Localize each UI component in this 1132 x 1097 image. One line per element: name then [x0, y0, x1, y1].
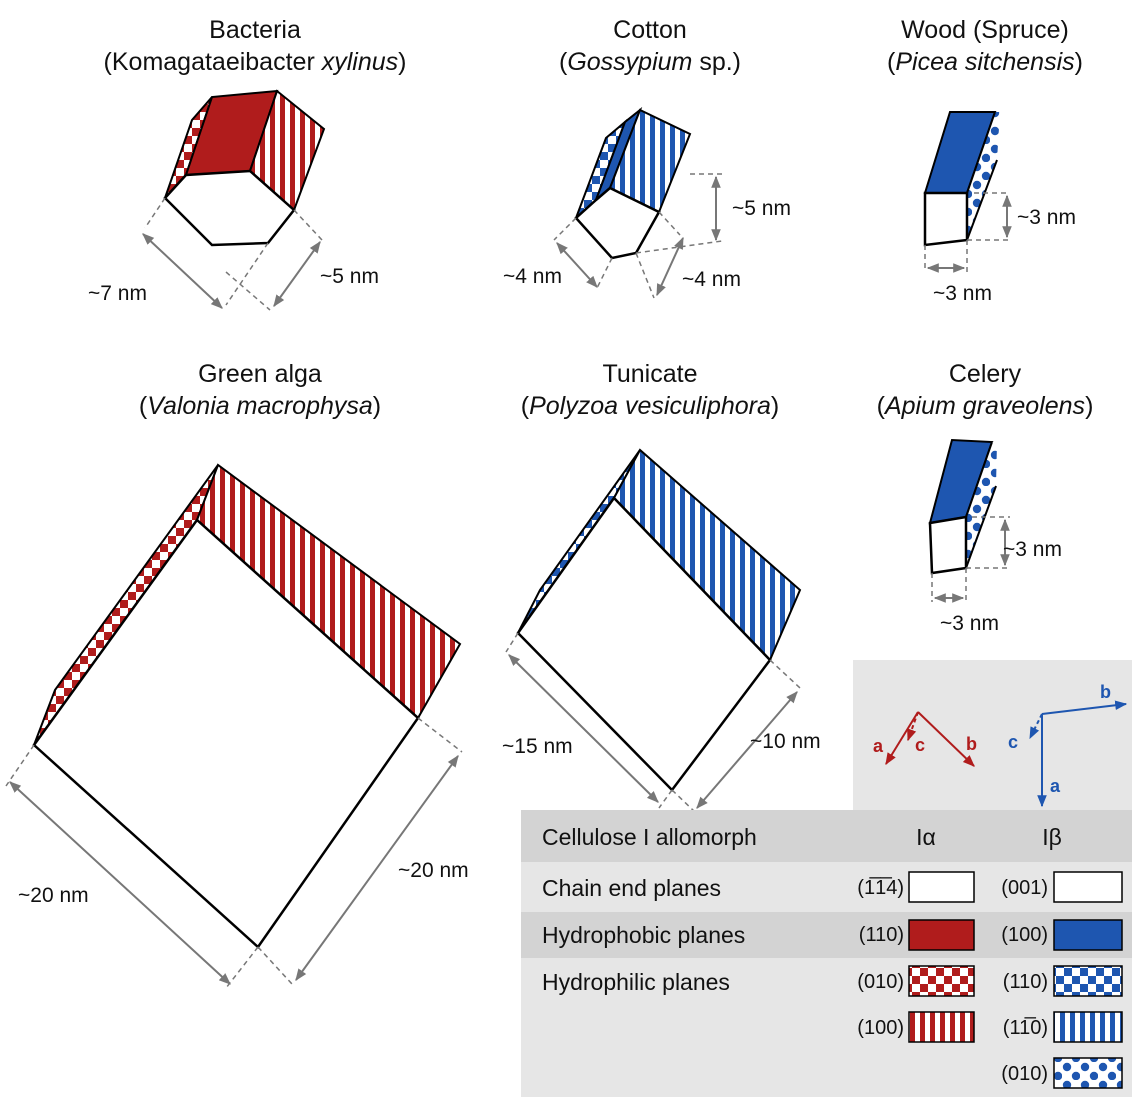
beta-axes: b c a: [1008, 682, 1128, 808]
alpha-axis-b: b: [966, 734, 977, 754]
legend-header-alpha: Iα: [916, 824, 936, 850]
cotton-name: Cotton: [613, 16, 687, 44]
legend-beta-hydrophilic-110-hkl: (110): [1003, 971, 1048, 993]
legend-alpha-hydrophilic-100-swatch: [908, 1011, 975, 1043]
legend-table: Cellulose I allomorph Iα Iβ Chain end pl…: [521, 810, 1132, 1097]
alga-name: Green alga: [198, 360, 322, 388]
wood-dim-height: ~3 nm: [1017, 206, 1076, 229]
legend-row-hydrophilic-label: Hydrophilic planes: [542, 969, 730, 995]
legend-alpha-hydrophilic-100-hkl: (100): [857, 1017, 904, 1039]
cotton-species: (Gossypium sp.): [558, 48, 741, 76]
alga-species: (Valonia macrophysa): [138, 392, 382, 420]
celery-chain-end-face: [928, 515, 968, 575]
bacteria-name: Bacteria: [209, 16, 301, 44]
legend-beta-chain-end-swatch: [1053, 871, 1123, 903]
legend-beta-hydrophilic-1-10-hkl: (11̅0): [1003, 1016, 1048, 1039]
legend-beta-hydrophilic-010-swatch: [1053, 1057, 1123, 1089]
legend-beta-chain-end-hkl: (001): [1001, 877, 1048, 899]
alga-dim-arrow-right: [295, 755, 459, 981]
bacteria-dim-arrow-5nm: [273, 241, 321, 307]
cotton-crystal: ~4 nm ~4 nm ~5 nm: [503, 106, 791, 299]
legend-beta-hydrophilic-110-swatch: [1053, 965, 1123, 997]
legend-alpha-hydrophilic-010-hkl: (010): [857, 971, 904, 993]
axes-panel-background: [853, 660, 1132, 810]
wood-species: (Picea sitchensis): [887, 48, 1083, 76]
wood-chain-end-face: [923, 191, 969, 247]
tunicate-dim-15nm: ~15 nm: [502, 735, 573, 758]
tunicate-species: (Polyzoa vesiculiphora): [520, 392, 780, 420]
wood-dim-width: ~3 nm: [933, 282, 992, 305]
legend-header-beta: Iβ: [1042, 824, 1062, 850]
celery-title: Celery (Apium graveolens): [860, 358, 1110, 422]
celery-crystal: ~3 nm ~3 nm: [928, 438, 1062, 635]
wood-crystal: ~3 nm ~3 nm: [923, 111, 1076, 305]
alpha-axis-a: a: [873, 736, 884, 756]
legend-row-chain-end-label: Chain end planes: [542, 875, 721, 901]
tunicate-dim-arrow-10nm: [696, 691, 798, 809]
celery-dim-height: ~3 nm: [1003, 538, 1062, 561]
wood-hydrophilic-010-face: [967, 112, 1000, 240]
beta-axis-a: a: [1050, 776, 1061, 796]
alga-title: Green alga (Valonia macrophysa): [110, 358, 410, 422]
cotton-dim-4nm-left: ~4 nm: [503, 265, 562, 288]
tunicate-dim-arrow-15nm: [508, 654, 659, 803]
legend-alpha-hydrophobic-hkl: (110): [859, 924, 904, 946]
alpha-axes: a c b: [873, 711, 977, 767]
celery-hydrophilic-010-face: [966, 442, 997, 568]
alga-dim-right: ~20 nm: [398, 859, 469, 882]
tunicate-title: Tunicate (Polyzoa vesiculiphora): [490, 358, 810, 422]
legend-hydrophobic-row-shade: [521, 912, 1132, 958]
bacteria-title: Bacteria (Komagataeibacter xylinus): [80, 14, 430, 78]
cotton-dim-arrow-4nm-left: [556, 242, 598, 288]
legend-header-row: [521, 810, 1132, 862]
beta-axis-c: c: [1008, 732, 1018, 752]
tunicate-crystal: ~15 nm ~10 nm: [502, 448, 821, 813]
unit-cell-axes-panel: a c b b c a: [853, 660, 1132, 810]
tunicate-name: Tunicate: [602, 360, 698, 388]
bacteria-dim-7nm: ~7 nm: [88, 282, 147, 305]
alpha-axis-c: c: [915, 735, 925, 755]
bacteria-dim-arrow-7nm: [142, 233, 223, 309]
wood-name: Wood (Spruce): [901, 16, 1069, 44]
tunicate-dim-10nm: ~10 nm: [750, 730, 821, 753]
alga-dim-arrow-left: [9, 781, 231, 985]
legend-alpha-chain-end-hkl: (1̅1̅4): [857, 876, 904, 899]
legend-alpha-chain-end-swatch: [908, 871, 975, 903]
cotton-dim-5nm: ~5 nm: [732, 197, 791, 220]
cotton-dim-arrow-4nm-right: [656, 236, 684, 297]
legend-beta-hydrophilic-1-10-swatch: [1053, 1011, 1123, 1043]
celery-dim-width: ~3 nm: [940, 612, 999, 635]
wood-title: Wood (Spruce) (Picea sitchensis): [860, 14, 1110, 78]
legend-row-hydrophobic-label: Hydrophobic planes: [542, 922, 745, 948]
legend-beta-hydrophobic-swatch: [1053, 919, 1123, 951]
celery-name: Celery: [948, 360, 1022, 388]
legend-alpha-hydrophilic-010-swatch: [908, 965, 975, 997]
legend-alpha-hydrophobic-swatch: [908, 919, 975, 951]
celery-species: (Apium graveolens): [876, 392, 1094, 420]
bacteria-species: (Komagataeibacter xylinus): [103, 48, 407, 76]
cotton-title: Cotton (Gossypium sp.): [520, 14, 780, 78]
legend-beta-hydrophilic-010-hkl: (010): [1001, 1063, 1048, 1085]
beta-axis-b: b: [1100, 682, 1111, 702]
alga-dim-left: ~20 nm: [18, 884, 89, 907]
legend-header-label: Cellulose I allomorph: [542, 824, 757, 850]
bacteria-dim-5nm: ~5 nm: [320, 265, 379, 288]
bacteria-crystal: ~7 nm ~5 nm: [88, 89, 379, 311]
legend-beta-hydrophobic-hkl: (100): [1001, 924, 1048, 946]
cotton-dim-4nm-right: ~4 nm: [682, 268, 741, 291]
alga-crystal: ~20 nm ~20 nm: [5, 463, 469, 989]
